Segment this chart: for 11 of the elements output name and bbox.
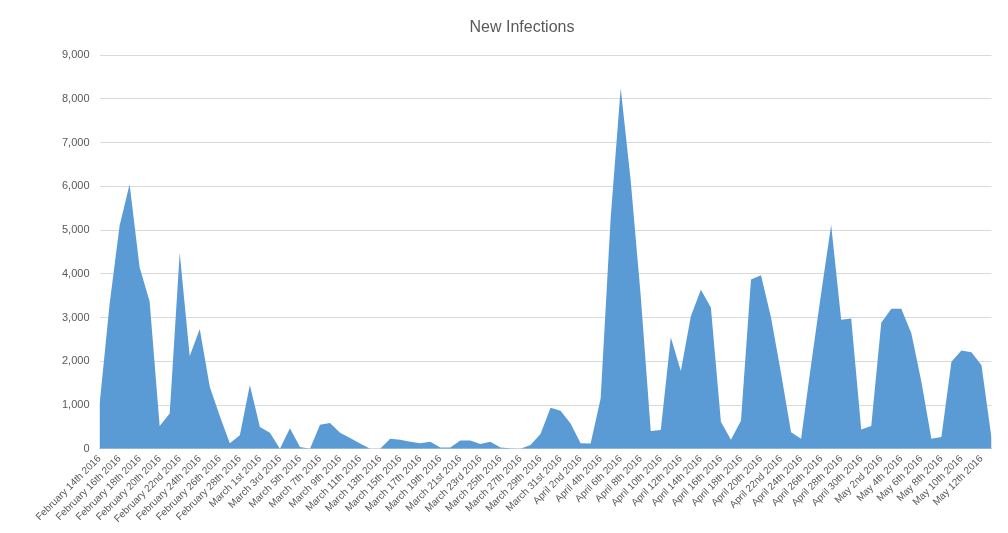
y-tick-label: 8,000 — [62, 91, 90, 104]
y-tick-label: 7,000 — [62, 135, 90, 148]
y-tick-label: 1,000 — [62, 398, 90, 411]
chart-title: New Infections — [469, 18, 575, 36]
y-tick-label: 6,000 — [62, 179, 90, 192]
y-tick-label: 4,000 — [62, 266, 90, 279]
y-tick-label: 0 — [83, 441, 90, 454]
y-tick-label: 9,000 — [62, 48, 90, 61]
y-tick-label: 3,000 — [62, 310, 90, 323]
y-tick-label: 2,000 — [62, 354, 90, 367]
y-tick-label: 5,000 — [62, 223, 90, 236]
